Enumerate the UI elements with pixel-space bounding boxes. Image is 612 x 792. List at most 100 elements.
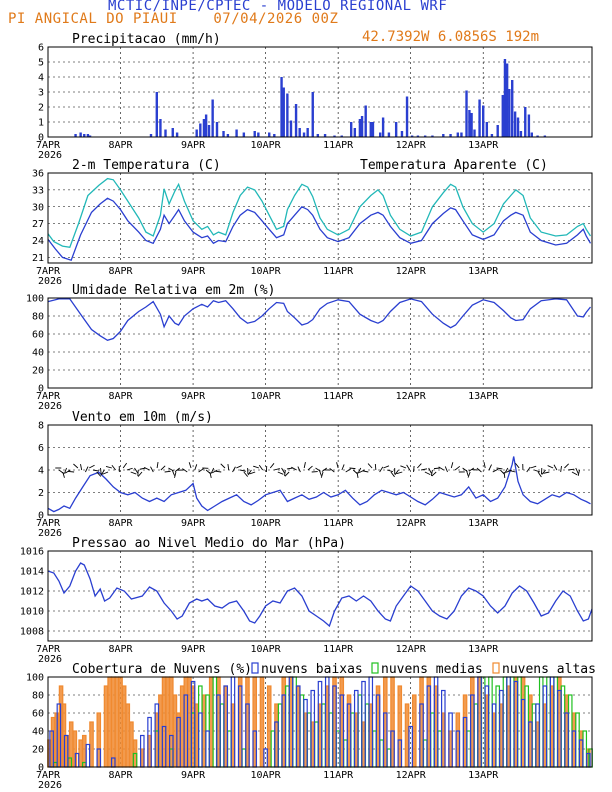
wind-barb xyxy=(329,467,335,473)
wind-panel xyxy=(47,424,593,516)
legend-label: nuvens baixas xyxy=(261,662,363,677)
wind-barb xyxy=(450,462,454,469)
precip-bar xyxy=(387,132,391,137)
cloud-bar-nuvens-medias xyxy=(538,676,544,768)
wind-barb xyxy=(526,466,531,473)
precip-bar xyxy=(159,119,162,137)
panel-title: Vento em 10m (m/s) xyxy=(72,410,213,425)
cloud-bar-nuvens-altas xyxy=(201,694,207,768)
precip-bar xyxy=(286,93,289,137)
wind-barb xyxy=(454,465,461,471)
precip-bar xyxy=(431,135,434,137)
cloud-bar-nuvens-medias xyxy=(546,676,551,768)
wind-barb xyxy=(284,469,286,477)
wind-barb xyxy=(349,467,356,470)
panel-title: 2-m Temperatura (C) xyxy=(72,158,221,173)
precip-bar xyxy=(496,125,499,137)
x-tick-label: 9APR xyxy=(181,770,206,781)
precip-bar xyxy=(349,122,353,137)
precip-bar xyxy=(164,129,167,137)
x-year-label: 2026 xyxy=(38,401,62,412)
x-tick-label: 12APR xyxy=(396,266,427,277)
precip-bar xyxy=(379,132,382,137)
wind-barb xyxy=(387,469,394,473)
cloud-bar-nuvens-medias xyxy=(495,685,501,768)
wind-barb xyxy=(182,468,188,473)
y-tick-label: 1010 xyxy=(20,607,44,618)
x-tick-label: 7APR xyxy=(36,770,61,781)
cloud-bar-nuvens-medias xyxy=(524,685,530,768)
x-year-label: 2026 xyxy=(38,780,62,791)
precip-bar xyxy=(442,134,445,137)
legend-swatch xyxy=(492,662,500,674)
wind-barb xyxy=(111,464,116,471)
cloud-bar-nuvens-altas xyxy=(165,676,170,768)
precip-bar xyxy=(416,135,420,137)
x-year-label: 2026 xyxy=(38,276,62,287)
y-tick-label: 20 xyxy=(32,745,44,756)
precip-bar xyxy=(449,134,452,137)
wind-barb xyxy=(465,469,469,476)
precip-bar xyxy=(289,120,293,137)
precip-bar xyxy=(543,135,547,137)
precip-bar xyxy=(202,119,206,137)
location-label: PI ANGICAL DO PIAUI xyxy=(8,11,178,27)
x-tick-label: 13APR xyxy=(468,391,499,402)
wind-barb xyxy=(100,467,102,475)
precip-bar xyxy=(298,128,301,137)
wind-barb xyxy=(394,469,399,476)
wind-barb xyxy=(88,464,95,469)
precip-bar xyxy=(222,131,225,137)
cloud-bar-nuvens-medias xyxy=(270,730,276,768)
wind-barb xyxy=(362,470,369,473)
wind-barb xyxy=(63,467,67,474)
cloud-bar-nuvens-medias xyxy=(212,676,218,768)
wind-barb xyxy=(209,471,212,478)
panel-title: Pressao ao Nivel Medio do Mar (hPa) xyxy=(72,536,346,551)
wind-barbs xyxy=(55,462,580,479)
precip-bar xyxy=(485,122,489,137)
wind-barb xyxy=(277,471,284,475)
wind-barb xyxy=(92,469,99,472)
cloud-bar-nuvens-medias xyxy=(473,703,479,768)
precip-bar xyxy=(468,110,471,137)
x-tick-label: 10APR xyxy=(251,391,282,402)
wind-barb xyxy=(413,465,415,473)
precip-bar xyxy=(503,59,507,137)
y-tick-label: 100 xyxy=(26,673,44,684)
wind-barb xyxy=(396,471,403,475)
wind-barb xyxy=(174,471,177,478)
cloud-bar-nuvens-altas xyxy=(172,694,178,768)
precip-bar xyxy=(302,132,306,137)
cloud-bar-nuvens-medias xyxy=(314,721,319,768)
wind-barb xyxy=(160,465,166,471)
y-tick-label: 5 xyxy=(38,58,44,69)
wind-barb xyxy=(164,470,171,473)
wind-barb xyxy=(428,467,432,474)
x-year-label: 2026 xyxy=(38,150,62,161)
pressure-panel xyxy=(47,550,593,642)
y-tick-label: 33 xyxy=(32,185,44,196)
precip-bar xyxy=(400,131,404,137)
precip-bar xyxy=(171,128,174,137)
cloud-bar-nuvens-medias xyxy=(560,685,566,768)
wind-barb xyxy=(227,463,230,471)
wind-barb xyxy=(134,467,139,474)
precipitation-panel xyxy=(47,46,593,138)
y-tick-label: 6 xyxy=(38,443,44,454)
cloud-bar-nuvens-altas xyxy=(179,685,185,768)
x-tick-label: 11APR xyxy=(323,518,354,529)
wind-barb xyxy=(433,467,441,470)
x-tick-label: 12APR xyxy=(396,770,427,781)
humidity-line xyxy=(47,298,592,342)
precip-bar xyxy=(316,134,320,137)
wind-barb xyxy=(220,463,226,469)
x-tick-label: 7APR xyxy=(36,644,61,655)
wind-barb xyxy=(467,471,471,478)
wind-barb xyxy=(560,465,562,473)
wind-barb xyxy=(515,463,520,469)
precip-bar xyxy=(508,89,511,137)
precip-bar xyxy=(79,132,82,137)
temperature-panel xyxy=(47,172,593,264)
y-tick-label: 40 xyxy=(32,727,44,738)
